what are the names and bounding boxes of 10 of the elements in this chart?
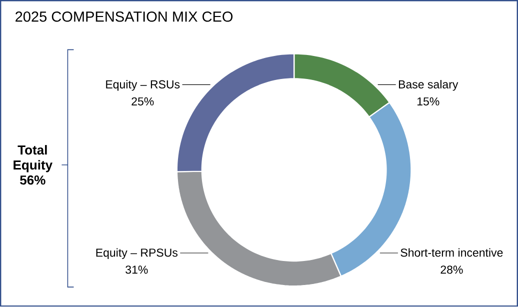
slice-label: Equity – RPSUs: [96, 248, 178, 260]
chart-title: 2025 COMPENSATION MIX CEO: [16, 12, 233, 22]
data-label: 25%: [132, 97, 154, 106]
data-label: 28%: [440, 266, 463, 274]
text: Total Equity 56%: [14, 145, 52, 185]
data-label: 15%: [417, 98, 440, 106]
slice-label: Base salary: [398, 80, 458, 91]
slice-label: Short-term incentive: [400, 248, 503, 257]
slice-label: Equity – RSUs: [106, 80, 180, 91]
data-label: 31%: [126, 266, 148, 274]
